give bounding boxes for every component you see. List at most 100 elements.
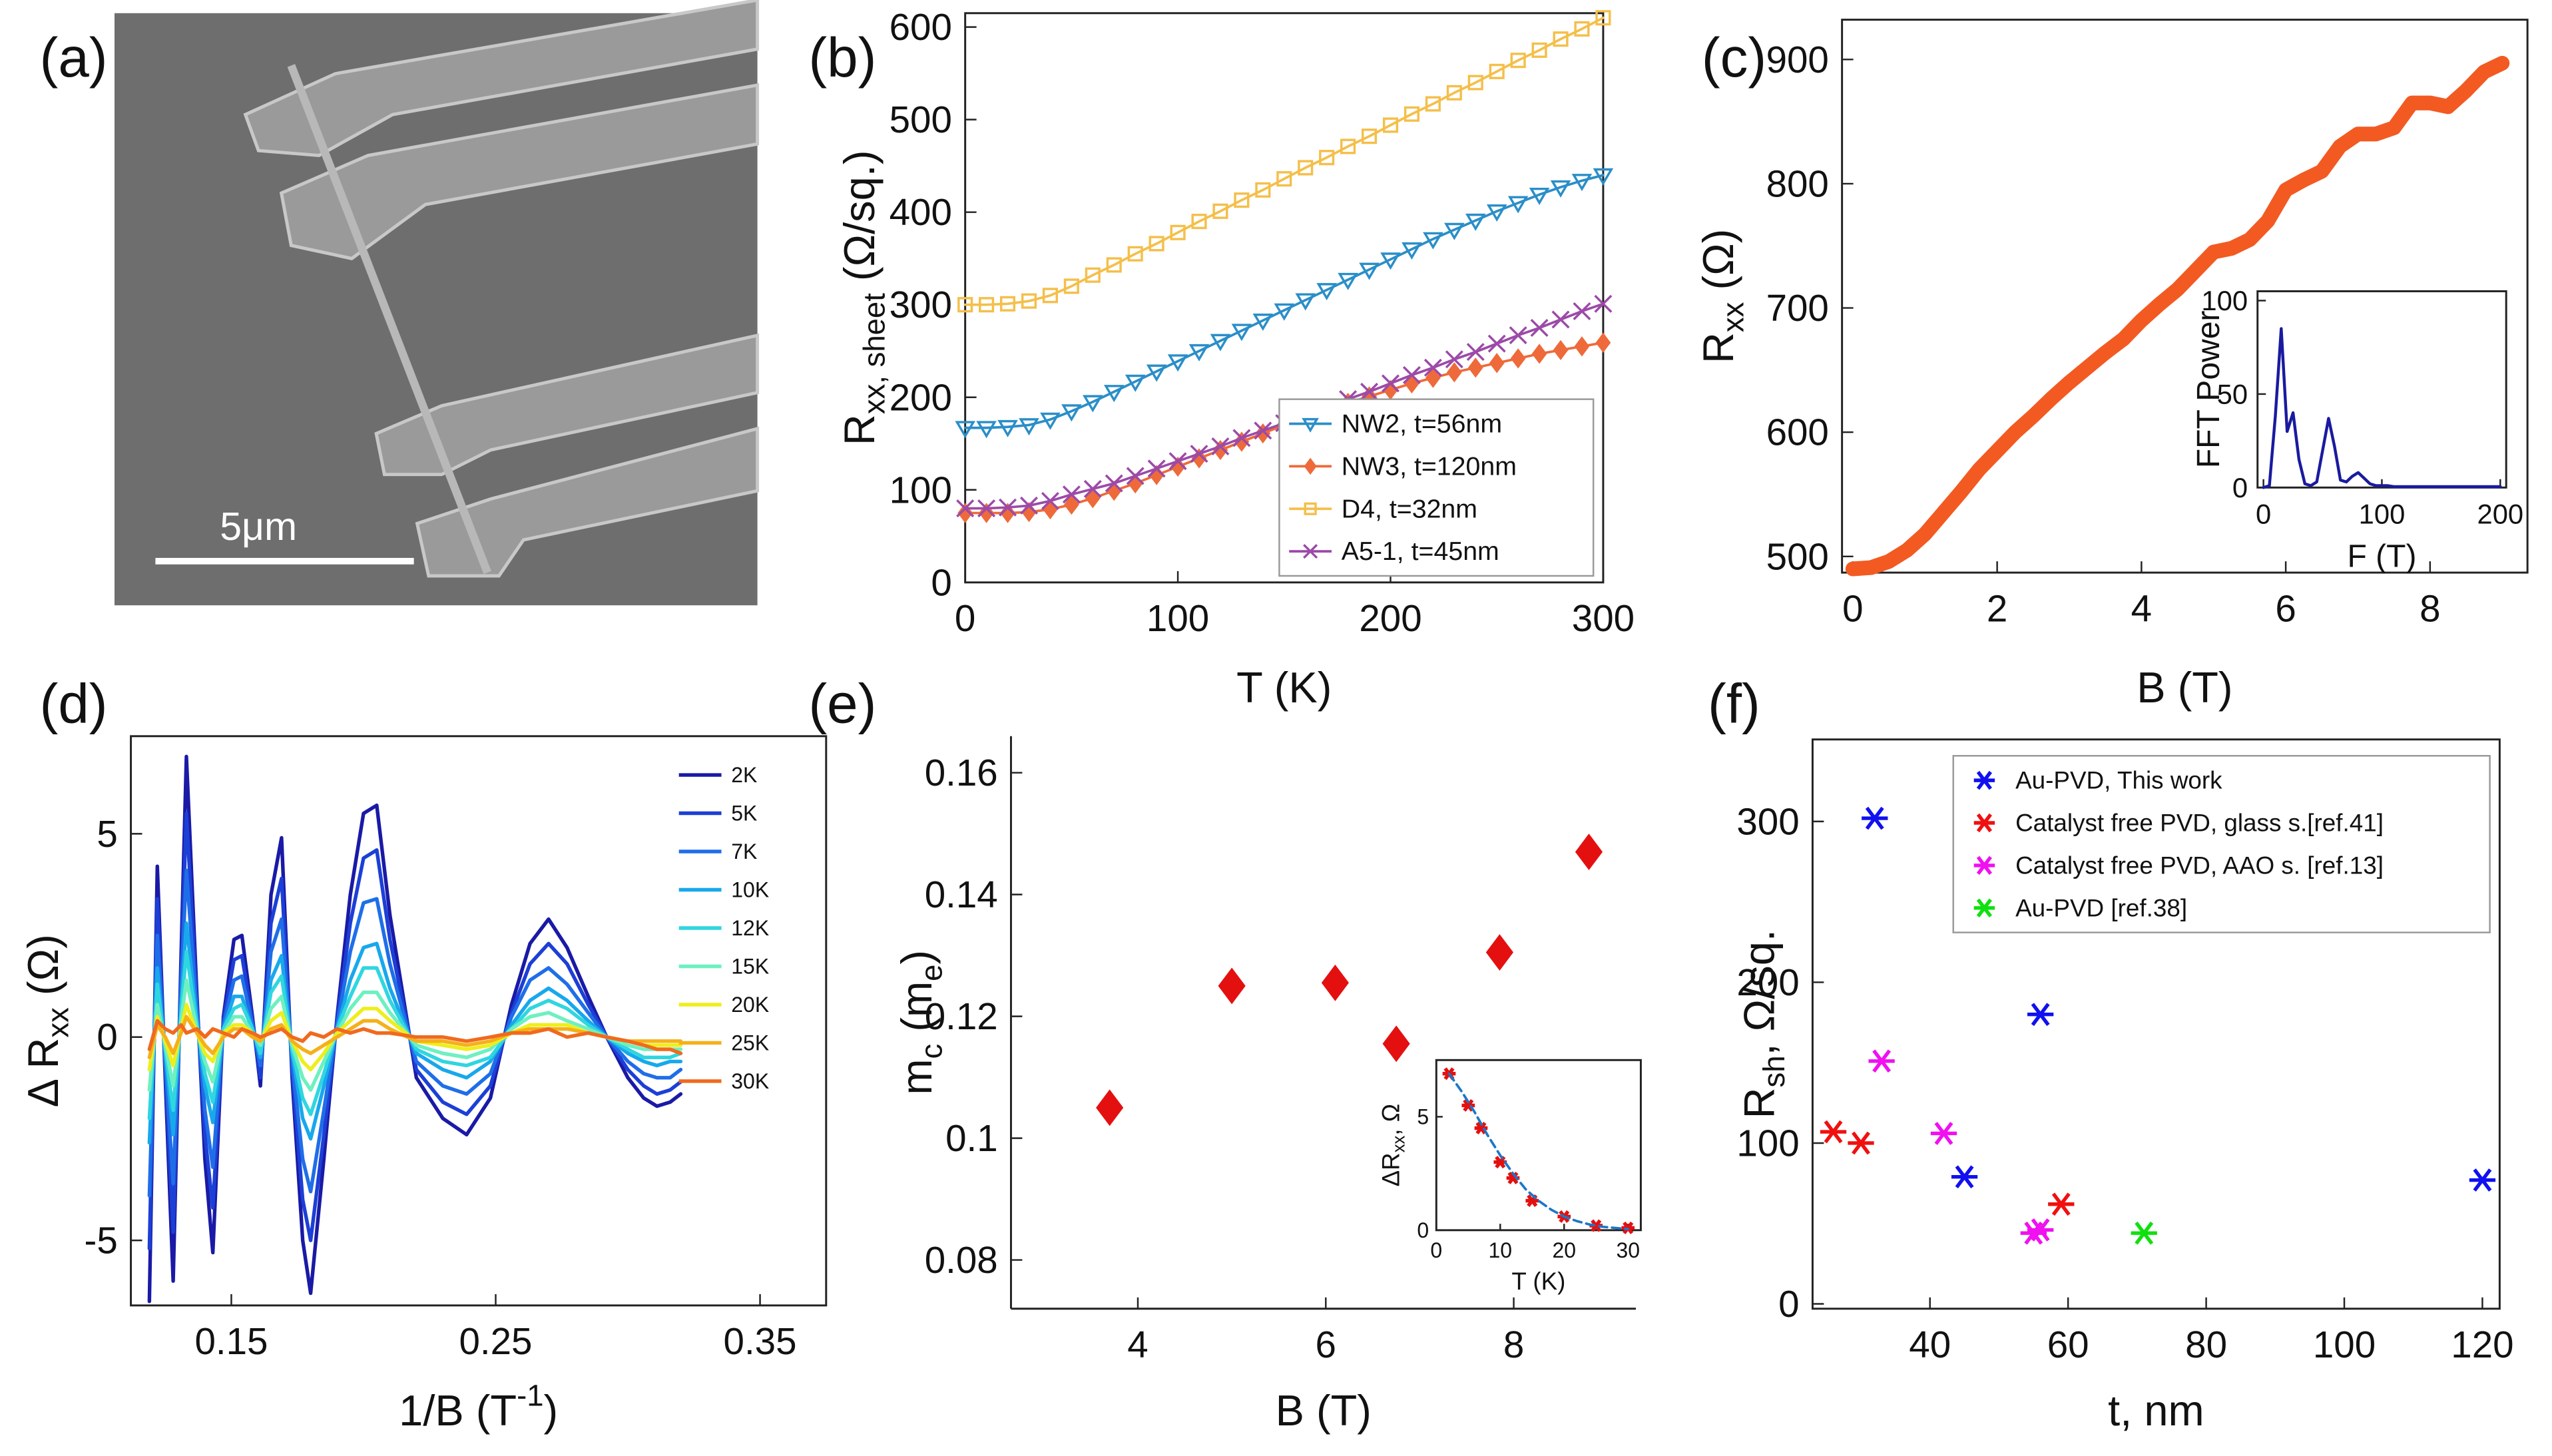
x-tick-label: 4: [2131, 587, 2152, 629]
marker: [1040, 412, 1061, 430]
marker: [1571, 174, 1593, 192]
y-tick-label: 500: [890, 99, 952, 140]
label-part: ): [544, 1386, 559, 1435]
x-axis-label: T (K): [1511, 1267, 1565, 1294]
marker: [1019, 418, 1039, 436]
marker: [997, 419, 1018, 437]
label-part: FFT Power: [2191, 311, 2226, 469]
marker: [999, 498, 1017, 517]
legend-marker: [1303, 544, 1318, 559]
marker: [1529, 187, 1550, 205]
marker: [1298, 160, 1314, 176]
marker: [1252, 314, 1274, 332]
marker: [1170, 224, 1186, 240]
y-tick-label: -5: [85, 1220, 118, 1262]
marker: [1064, 494, 1079, 515]
marker: [1042, 288, 1058, 304]
marker: [1474, 1122, 1488, 1134]
label-part: Δ R: [18, 1038, 67, 1108]
x-tick-label: 0.25: [459, 1320, 533, 1362]
y-tick-label: 50: [2217, 378, 2248, 409]
y-tick-label: 0: [1417, 1218, 1429, 1242]
legend-label: A5-1, t=45nm: [1342, 537, 1499, 566]
marker: [1019, 496, 1038, 515]
electrode: [374, 333, 760, 477]
marker: [1509, 326, 1527, 345]
marker: [1530, 318, 1549, 337]
legend-label: Au-PVD [ref.38]: [2015, 894, 2187, 921]
x-axis-label: B (T): [2137, 663, 2232, 712]
label-part: e: [914, 965, 948, 981]
marker: [1274, 303, 1295, 321]
legend-label: 20K: [731, 993, 769, 1017]
marker: [1423, 232, 1443, 250]
marker: [1127, 246, 1143, 262]
x-tick-label: 0.15: [194, 1320, 268, 1362]
y-axis-label: Rsh, Ω/sq.: [1734, 929, 1791, 1118]
legend-label: 25K: [731, 1031, 769, 1055]
y-tick-label: 100: [890, 469, 952, 511]
x-tick-label: 100: [2313, 1324, 2376, 1365]
legend-marker: [1973, 770, 1995, 790]
label-part: , Ω/sq.: [1734, 929, 1783, 1055]
x-tick-label: 200: [1359, 597, 1421, 639]
y-tick-label: 200: [1736, 961, 1799, 1003]
y-tick-label: 0: [2232, 472, 2248, 503]
axes-frame: [1811, 738, 2501, 1310]
legend-marker: [1973, 813, 1995, 833]
series-line: [1447, 1072, 1630, 1230]
panel-label: (c): [1702, 26, 1766, 89]
x-tick-label: 0: [1842, 587, 1863, 629]
marker: [1319, 150, 1335, 166]
marker: [1362, 128, 1378, 144]
marker: [1531, 42, 1547, 58]
x-axis-label: 1/B (T-1): [399, 1378, 558, 1435]
y-tick-label: 600: [890, 6, 952, 48]
x-tick-label: 60: [2047, 1324, 2089, 1365]
plot-area: [2257, 291, 2507, 488]
marker: [1021, 293, 1037, 309]
marker: [1218, 967, 1246, 1005]
marker: [1096, 1089, 1124, 1126]
y-tick-label: 300: [890, 284, 952, 326]
marker: [1848, 1131, 1874, 1155]
x-tick-label: 0: [1430, 1238, 1442, 1262]
marker: [1105, 474, 1123, 493]
y-tick-label: 0.1: [945, 1117, 998, 1159]
x-tick-label: 200: [2477, 498, 2523, 529]
marker: [956, 499, 975, 518]
legend-marker: [1304, 457, 1317, 475]
legend-label: 15K: [731, 954, 769, 978]
label-part: t, nm: [2108, 1386, 2204, 1435]
marker: [1062, 485, 1081, 504]
y-tick-label: 5: [97, 813, 117, 855]
label-part: c: [914, 1044, 948, 1059]
marker: [1510, 53, 1526, 69]
axes-frame: [1435, 1059, 1642, 1232]
marker: [1425, 96, 1441, 112]
plot-area: [130, 736, 826, 1306]
x-tick-label: 100: [2359, 498, 2406, 529]
label-part: R: [834, 414, 883, 445]
axes-frame: [130, 735, 828, 1307]
legend-label: 5K: [731, 802, 757, 826]
y-axis-label: ΔRxx, Ω: [1377, 1104, 1408, 1187]
marker: [1489, 353, 1505, 373]
y-tick-label: 300: [1736, 800, 1799, 842]
x-tick-label: 0: [2256, 498, 2271, 529]
x-axis-label: T (K): [1236, 663, 1332, 712]
legend-marker: [1973, 898, 1995, 917]
y-tick-label: 0.12: [925, 995, 998, 1037]
marker: [1083, 479, 1102, 498]
sem-image: 5μm: [114, 0, 760, 606]
marker: [1191, 214, 1207, 230]
marker: [977, 499, 996, 518]
label-part: ΔR: [1377, 1152, 1404, 1186]
legend-label: Catalyst free PVD, glass s.[ref.41]: [2015, 810, 2384, 837]
y-tick-label: 900: [1766, 39, 1829, 81]
label-part: ): [892, 950, 940, 965]
y-tick-label: 0: [1778, 1283, 1799, 1325]
y-axis-label: Δ Rxx (Ω): [18, 934, 75, 1107]
x-tick-label: 30: [1616, 1238, 1640, 1262]
